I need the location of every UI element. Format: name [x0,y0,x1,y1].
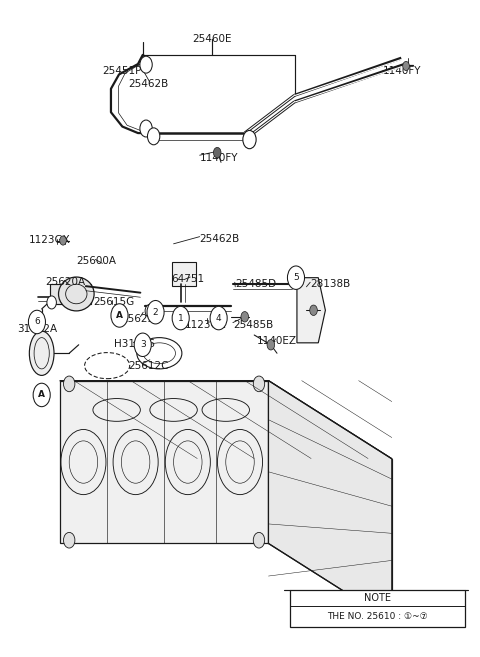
Text: 5: 5 [293,273,299,283]
Text: 25451P: 25451P [102,66,142,76]
Text: 1140FY: 1140FY [383,66,421,76]
Circle shape [140,57,152,73]
Text: 1123GX: 1123GX [29,235,71,245]
Text: 6: 6 [34,317,40,327]
Circle shape [403,61,409,70]
Circle shape [253,532,264,548]
Text: 25462B: 25462B [129,79,169,89]
Text: 25623A: 25623A [121,314,162,324]
Text: 25612C: 25612C [129,361,169,371]
Circle shape [147,300,164,324]
Circle shape [310,305,317,315]
FancyBboxPatch shape [50,284,91,304]
Text: THE NO. 25610 : ①~⑦: THE NO. 25610 : ①~⑦ [327,612,428,621]
Text: H31176: H31176 [114,339,155,349]
Circle shape [33,383,50,407]
Circle shape [63,532,75,548]
Text: 25485B: 25485B [233,319,273,330]
Text: 64751: 64751 [171,274,204,284]
Ellipse shape [59,277,94,311]
Circle shape [288,266,304,290]
Circle shape [63,376,75,392]
Circle shape [147,128,160,145]
FancyBboxPatch shape [290,591,466,627]
Circle shape [210,306,227,330]
Circle shape [241,311,249,322]
Circle shape [140,120,152,137]
Text: 1123GX: 1123GX [185,319,227,330]
Circle shape [172,306,189,330]
Text: NOTE: NOTE [364,593,391,603]
Circle shape [60,236,66,245]
Text: 3: 3 [140,340,145,350]
Text: A: A [116,311,123,320]
Text: 4: 4 [216,313,221,323]
Text: 25600A: 25600A [76,256,116,266]
Text: 25485D: 25485D [235,279,276,289]
Text: 1: 1 [178,313,183,323]
Polygon shape [60,380,268,543]
Circle shape [253,376,264,392]
Circle shape [28,310,46,334]
Ellipse shape [29,331,54,375]
Text: 28138B: 28138B [310,279,350,289]
Polygon shape [268,380,392,622]
Text: 25615G: 25615G [93,298,134,307]
Circle shape [267,340,275,350]
Text: A: A [38,390,45,399]
Circle shape [243,131,256,148]
Circle shape [145,304,155,317]
Circle shape [214,147,221,158]
Text: 25462B: 25462B [200,234,240,244]
Circle shape [47,296,56,309]
Text: 31012A: 31012A [17,324,57,334]
Polygon shape [60,380,392,459]
Text: 1140FY: 1140FY [200,153,238,163]
Circle shape [111,304,128,327]
Text: 25620A: 25620A [46,277,85,287]
Circle shape [134,333,151,357]
Text: 1140EZ: 1140EZ [257,336,297,346]
Text: 25460E: 25460E [192,34,231,43]
Text: 2: 2 [153,307,158,317]
FancyBboxPatch shape [172,262,196,286]
Polygon shape [297,278,325,343]
